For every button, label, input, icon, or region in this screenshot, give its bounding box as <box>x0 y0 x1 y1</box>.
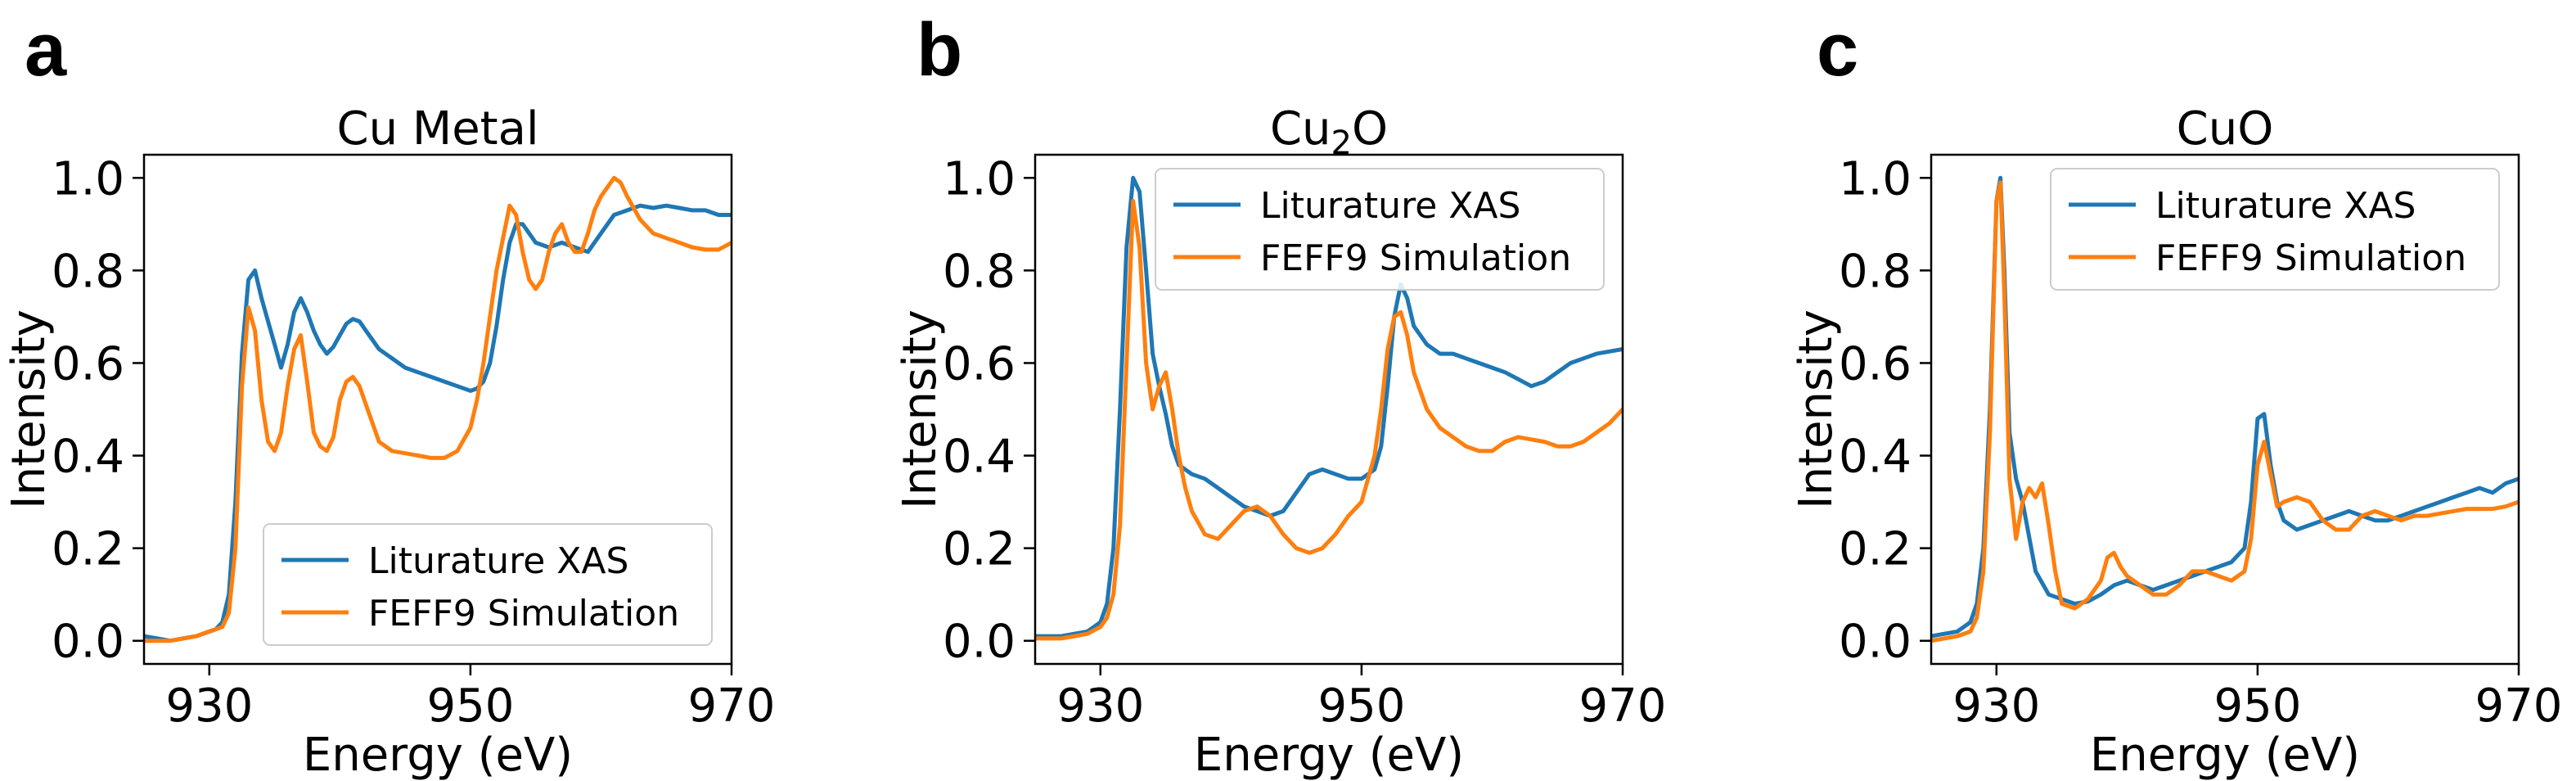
x-axis-label: Energy (eV) <box>2090 729 2360 781</box>
y-tick-label: 1.0 <box>52 152 124 205</box>
legend-label: FEFF9 Simulation <box>2155 237 2466 279</box>
panel-letter: c <box>1817 8 1858 92</box>
chart-title: Cu Metal <box>337 102 539 156</box>
panel-b: b Cu2O 930 950 970 0.0 0.2 0.4 0.6 0.8 1.0 Energy (… <box>894 8 1666 781</box>
y-tick-label: 0.0 <box>943 616 1016 669</box>
legend-label: Liturature XAS <box>2155 185 2416 227</box>
series-line-feff9-simulation <box>1035 199 1623 641</box>
legend: Liturature XAS FEFF9 Simulation <box>1155 168 1605 291</box>
x-axis-label: Energy (eV) <box>303 729 573 781</box>
x-tick-label: 930 <box>1952 679 2040 733</box>
panel-c: c CuO 930 950 970 0.0 0.2 0.4 0.6 0.8 1.0 Energy (e… <box>1790 8 2562 781</box>
y-tick-label: 0.8 <box>1839 245 1912 298</box>
chart-title-subscript: 2 <box>1331 124 1352 162</box>
x-tick-label: 950 <box>2213 679 2301 733</box>
x-tick-label: 970 <box>688 679 776 733</box>
legend: Liturature XAS FEFF9 Simulation <box>2050 168 2500 291</box>
y-tick-label: 0.4 <box>943 431 1016 484</box>
y-tick-label: 0.2 <box>943 523 1016 576</box>
plot-frame <box>142 153 733 666</box>
plot-frame <box>1930 153 2520 666</box>
series-line-feff9-simulation <box>144 175 732 643</box>
chart-title-text: Cu <box>1270 102 1331 156</box>
plot-frame <box>1034 153 1624 666</box>
x-tick-label: 930 <box>165 679 253 733</box>
y-tick-label: 0.6 <box>52 337 124 390</box>
legend-box <box>2050 168 2500 291</box>
y-axis-label: Intensity <box>894 309 947 509</box>
y-axis-label: Intensity <box>2 309 56 509</box>
chart-title: CuO <box>2177 102 2274 156</box>
y-tick-label: 1.0 <box>1839 152 1912 205</box>
legend-label: FEFF9 Simulation <box>1260 237 1571 279</box>
x-tick-label: 950 <box>426 679 514 733</box>
chart-title-tail: O <box>1352 102 1388 156</box>
y-tick-label: 0.2 <box>1839 523 1912 576</box>
y-tick-label: 0.0 <box>1839 616 1912 669</box>
legend-box <box>263 523 713 646</box>
y-tick-label: 0.4 <box>52 431 124 484</box>
y-tick-label: 0.8 <box>52 245 124 298</box>
chart-title-text: CuO <box>2177 102 2274 156</box>
series-line-feff9-simulation <box>1931 180 2519 643</box>
x-axis-label: Energy (eV) <box>1194 729 1464 781</box>
legend-box <box>1155 168 1605 291</box>
legend-label: Liturature XAS <box>1260 185 1520 227</box>
x-tick-label: 950 <box>1317 679 1405 733</box>
y-tick-label: 0.4 <box>1839 431 1912 484</box>
y-tick-label: 0.8 <box>943 245 1016 298</box>
y-tick-label: 1.0 <box>943 152 1016 205</box>
panel-letter: b <box>916 8 962 92</box>
legend-label: FEFF9 Simulation <box>368 593 679 634</box>
y-tick-label: 0.6 <box>943 337 1016 390</box>
legend: Liturature XAS FEFF9 Simulation <box>263 523 713 646</box>
y-tick-label: 0.6 <box>1839 337 1912 390</box>
x-tick-label: 930 <box>1056 679 1144 733</box>
chart-title: Cu2O <box>1270 102 1388 162</box>
legend-label: Liturature XAS <box>368 540 628 582</box>
y-axis-label: Intensity <box>1790 309 1843 509</box>
series-line-liturature-xas <box>1035 175 1623 639</box>
x-tick-label: 970 <box>2475 679 2563 733</box>
series-line-liturature-xas <box>144 203 732 643</box>
y-tick-label: 0.2 <box>52 523 124 576</box>
panel-a: a Cu Metal 930 950 970 0.0 0.2 0.4 0.6 0.8 1.0 Ener… <box>2 8 775 781</box>
panel-letter: a <box>25 8 67 92</box>
x-tick-label: 970 <box>1579 679 1667 733</box>
y-tick-label: 0.0 <box>52 616 124 669</box>
chart-title-text: Cu Metal <box>337 102 539 156</box>
